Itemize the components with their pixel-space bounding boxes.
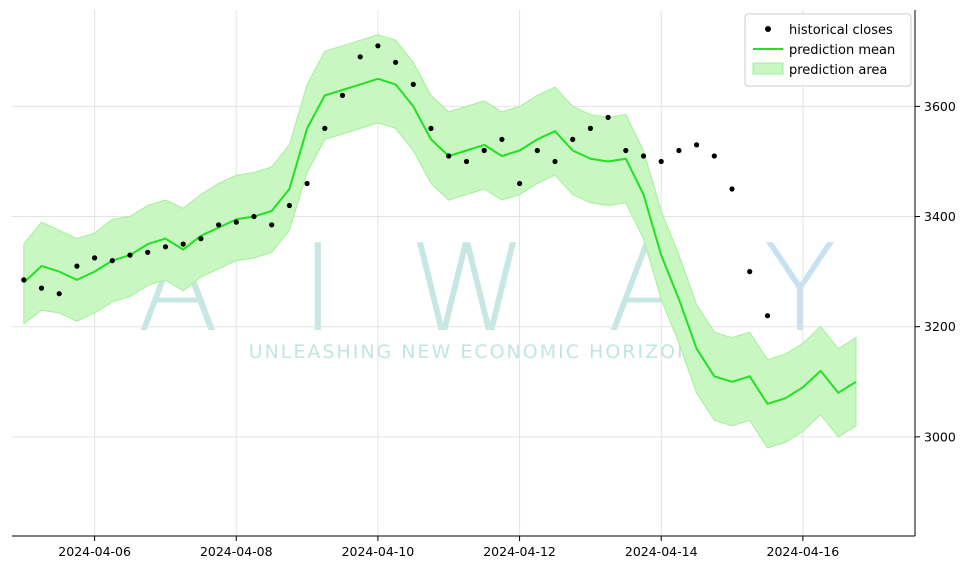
x-tick-label-3: 2024-04-12 (483, 544, 556, 559)
historical-close-point (127, 252, 133, 258)
historical-close-point (269, 222, 275, 228)
y-tick-label-0: 3000 (924, 429, 956, 444)
watermark-letter-w: W (409, 220, 528, 359)
historical-close-point (570, 136, 576, 142)
historical-close-point (21, 277, 27, 283)
historical-close-point (109, 258, 115, 264)
x-tick-label-0: 2024-04-06 (58, 544, 131, 559)
historical-close-point (747, 269, 753, 275)
prediction-area-polygon (23, 34, 857, 449)
historical-close-point (357, 54, 363, 60)
legend-marker-historical (765, 26, 771, 32)
y-tick-label-3: 3600 (924, 99, 956, 114)
historical-close-point (764, 313, 771, 319)
historical-close-point (517, 180, 523, 187)
historical-close-point (92, 255, 98, 261)
historical-close-point (446, 153, 452, 159)
historical-close-point (216, 222, 222, 228)
historical-close-point (410, 81, 416, 87)
historical-close-point (393, 59, 399, 65)
y-tick-label-1: 3200 (924, 319, 956, 334)
historical-close-point (623, 147, 629, 154)
legend-label-historical: historical closes (789, 23, 893, 38)
historical-close-point (428, 125, 434, 131)
historical-close-point (198, 236, 204, 242)
historical-close-point (605, 114, 611, 120)
x-tick-label-2: 2024-04-10 (342, 544, 415, 559)
x-tick-label-1: 2024-04-08 (200, 544, 273, 559)
watermark-tagline: UNLEASHING NEW ECONOMIC HORIZONS (249, 341, 708, 363)
historical-close-point (481, 147, 487, 154)
historical-closes-series (21, 43, 771, 319)
historical-close-point (375, 43, 381, 49)
historical-close-point (552, 158, 558, 165)
legend-label-area: prediction area (789, 63, 887, 78)
historical-close-point (162, 244, 169, 250)
historical-close-point (711, 153, 717, 159)
historical-close-point (463, 158, 470, 165)
historical-close-point (304, 180, 310, 187)
historical-close-point (145, 249, 151, 255)
legend-patch-area (752, 62, 784, 75)
historical-close-point (587, 125, 594, 131)
legend: historical closes prediction mean predic… (744, 13, 912, 87)
historical-close-point (694, 142, 700, 148)
historical-close-point (233, 219, 239, 225)
axes: 2024-04-06 2024-04-08 2024-04-10 2024-04-12… (12, 10, 956, 559)
historical-close-point (339, 92, 346, 98)
historical-close-point (640, 153, 647, 159)
prediction-mean-series (23, 77, 857, 405)
historical-close-point (658, 158, 664, 165)
watermark-letter-i: I (300, 220, 335, 359)
prediction-mean-line (23, 77, 857, 405)
prediction-area-band (23, 34, 857, 449)
y-tick-label-2: 3400 (924, 209, 956, 224)
legend-label-mean: prediction mean (789, 43, 895, 58)
historical-close-point (729, 186, 735, 192)
historical-close-point (38, 285, 45, 291)
historical-close-point (499, 136, 505, 142)
historical-close-point (286, 202, 292, 209)
historical-close-point (180, 241, 186, 247)
historical-close-point (251, 213, 257, 220)
x-tick-label-4: 2024-04-14 (625, 544, 698, 559)
historical-close-point (322, 125, 328, 131)
x-tick-label-5: 2024-04-16 (767, 544, 840, 559)
historical-close-point (534, 147, 540, 154)
historical-close-point (676, 147, 682, 154)
legend-frame (744, 13, 912, 87)
historical-close-point (74, 263, 80, 269)
historical-close-point (56, 291, 62, 297)
